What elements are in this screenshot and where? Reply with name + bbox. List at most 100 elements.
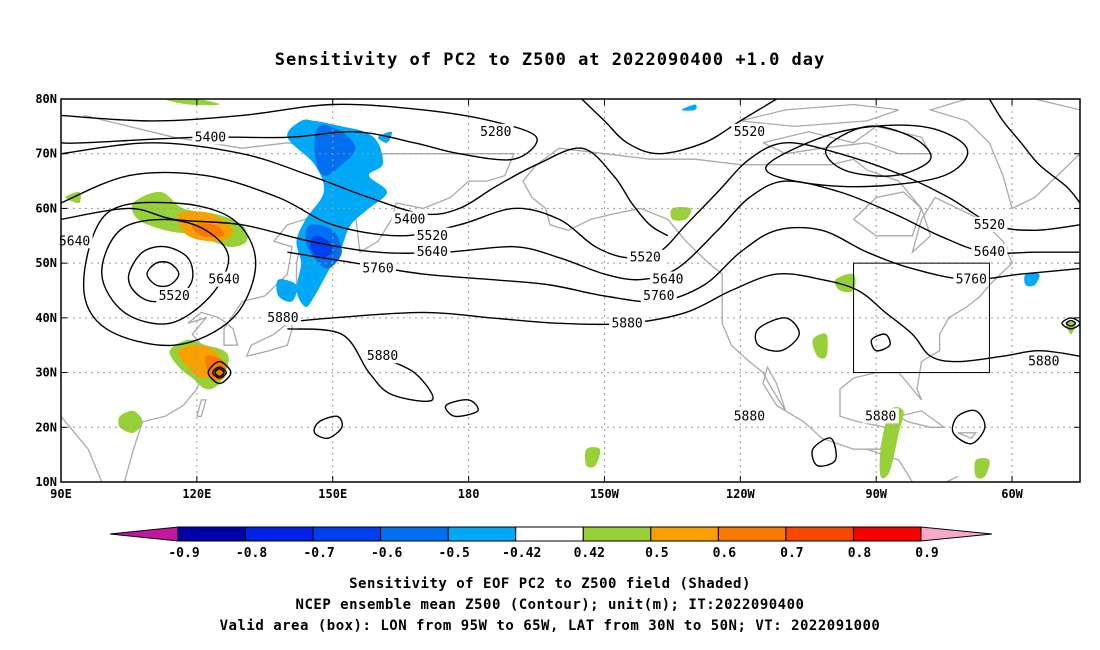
shade-patch-20 (974, 458, 990, 479)
colorbar-label-10: 0.8 (848, 546, 872, 561)
lon-tick-120E: 120E (182, 487, 211, 501)
colorbar-swatch-6 (582, 526, 652, 542)
contour-label-2: 5520 (734, 125, 765, 140)
lon-tick-90W: 90W (865, 487, 887, 501)
coastline-7 (928, 99, 1080, 209)
lon-tick-150E: 150E (318, 487, 347, 501)
contour-line-3 (61, 180, 1080, 281)
colorbar-swatch-5 (515, 526, 584, 542)
contour-label-14: 5760 (643, 289, 674, 304)
shade-patch-23 (1024, 272, 1040, 287)
coastlines (61, 99, 1080, 482)
colorbar-swatch-7 (650, 526, 719, 542)
colorbar-swatch-2 (312, 526, 382, 542)
contour-label-19: 5640 (974, 245, 1005, 260)
valid-area-box (853, 262, 990, 374)
colorbar-swatch-1 (245, 526, 314, 542)
contour-line-17 (951, 409, 986, 445)
contour-label-3: 5400 (394, 212, 425, 227)
contour-line-10 (82, 201, 257, 347)
contour-label-bg-14 (640, 287, 677, 303)
contour-line-7 (127, 245, 194, 303)
contour-label-10: 5880 (267, 311, 298, 326)
lat-tick-70N: 70N (35, 147, 57, 161)
colorbar-label-1: -0.8 (236, 546, 267, 561)
lat-tick-20N: 20N (35, 420, 57, 434)
contour-label-5: 5640 (417, 245, 448, 260)
contour-line-24 (581, 99, 777, 155)
contour-label-bg-18 (971, 216, 1008, 232)
shade-patch-1 (314, 125, 356, 176)
contour-line-13 (207, 360, 232, 385)
contour-label-8: 5520 (159, 289, 190, 304)
contour-label-12: 5520 (630, 251, 661, 266)
contour-line-18 (811, 437, 837, 467)
axis-labels: 90E 120E 150E 180 150W 120W 90W 60W 80N 70N 60N 50N… (35, 92, 1080, 501)
colorbar-label-8: 0.6 (713, 546, 737, 561)
coastline-1 (83, 114, 515, 482)
contour-label-17: 5880 (865, 409, 896, 424)
contour-label-15: 5880 (611, 316, 642, 331)
contour-label-0: 5400 (195, 130, 226, 145)
contour-label-bg-9 (360, 260, 397, 276)
contour-label-bg-19 (971, 244, 1008, 260)
contour-line-25 (988, 99, 1080, 204)
contour-label-21: 5880 (1028, 355, 1059, 370)
contour-line-8 (146, 261, 180, 288)
contour-label-13: 5640 (652, 273, 683, 288)
contour-label-bg-12 (627, 249, 664, 265)
lat-tick-30N: 30N (35, 366, 57, 380)
contour-label-11: 5880 (367, 349, 398, 364)
contour-line-14 (313, 415, 343, 440)
contour-label-bg-7 (206, 271, 243, 287)
colorbar-label-2: -0.7 (303, 546, 334, 561)
colorbar-label-0: -0.9 (168, 546, 199, 561)
colorbar: -0.9 -0.8 -0.7 -0.6 -0.5 -0.42 0.42 0.5 0.6 0.7 0.… (109, 526, 993, 561)
contour-line-15 (444, 399, 479, 418)
contour-line-11 (211, 366, 228, 379)
contour-line-19 (870, 333, 891, 352)
contour-line-12 (214, 367, 225, 378)
contour-label-bg-13 (649, 271, 686, 287)
contour-label-7: 5640 (208, 273, 239, 288)
contour-label-20: 5760 (956, 273, 987, 288)
contour-label-bg-21 (1025, 353, 1062, 369)
coastline-2 (245, 312, 293, 358)
coastline-4 (196, 399, 207, 417)
contour-label-bg-17 (862, 408, 899, 424)
colorbar-low-end (109, 526, 179, 542)
contour-label-bg-1 (477, 123, 514, 139)
contour-label-bg-3 (391, 211, 428, 227)
coastline-12 (957, 432, 978, 439)
shade-patch-18 (584, 447, 601, 468)
contour-label-bg-2 (731, 123, 768, 139)
contour-line-20 (1061, 317, 1080, 330)
colorbar-label-6: 0.42 (574, 546, 605, 561)
shade-patch-4 (276, 279, 298, 302)
chart-title: Sensitivity of PC2 to Z500 at 2022090400… (274, 50, 826, 70)
contour-label-bg-8 (156, 287, 193, 303)
shade-patch-5 (377, 131, 392, 143)
caption-line-3: Valid area (box): LON from 95W to 65W, L… (219, 618, 881, 634)
colorbar-swatch-4 (447, 526, 517, 542)
map-frame (60, 98, 1081, 483)
coastline-0 (61, 415, 103, 482)
coastline-5 (522, 147, 1013, 450)
lat-tick-60N: 60N (35, 201, 57, 215)
lon-tick-120W: 120W (726, 487, 756, 501)
contour-label-bg-5 (414, 244, 451, 260)
contour-label-bg-11 (364, 348, 401, 364)
contour-label-bg-16 (731, 408, 768, 424)
lat-tick-10N: 10N (35, 475, 57, 489)
caption-block: Sensitivity of EOF PC2 to Z500 field (Sh… (0, 574, 1100, 637)
contour-label-4: 5520 (417, 229, 448, 244)
contour-label-18: 5520 (974, 218, 1005, 233)
caption-line-2: NCEP ensemble mean Z500 (Contour); unit(… (295, 597, 805, 613)
colorbar-label-7: 0.5 (645, 546, 668, 561)
contour-label-1: 5280 (480, 125, 511, 140)
coastline-10 (853, 191, 923, 237)
colorbar-label-5: -0.42 (502, 546, 541, 561)
contour-line-22 (824, 125, 932, 177)
shade-patch-0 (287, 119, 388, 307)
colorbar-swatch-3 (380, 526, 449, 542)
